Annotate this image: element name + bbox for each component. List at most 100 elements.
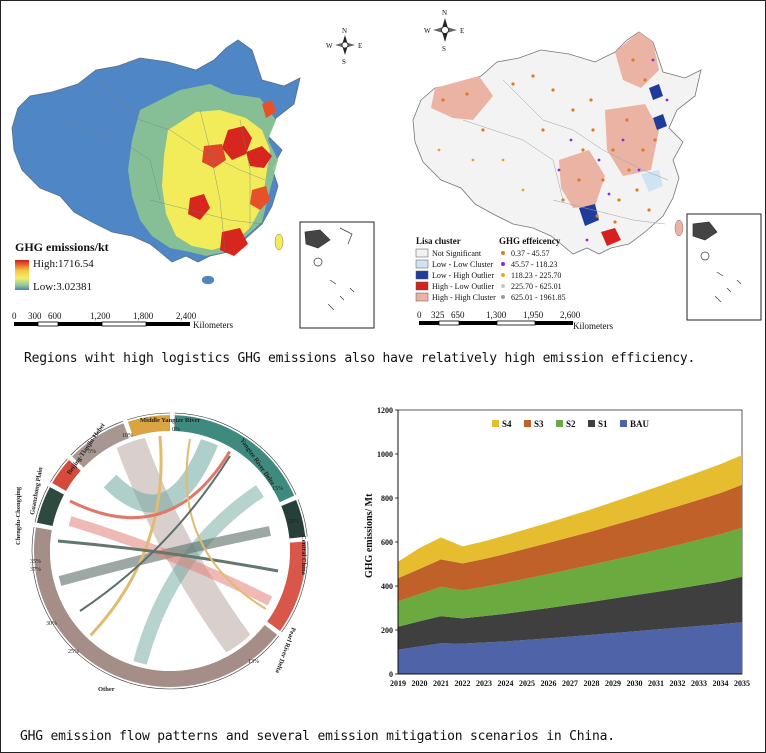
efficiency-label: 225.70 - 625.01	[511, 282, 562, 291]
map1-scale-tick-5: 2,400	[176, 311, 197, 321]
map2-scale-tick-5: 2,600	[560, 310, 581, 320]
x-tick-label: 2020	[412, 679, 428, 688]
efficiency-label: 0.37 - 45.57	[511, 249, 550, 258]
chord-label-other: Other	[98, 686, 115, 693]
chord-ribbon	[115, 435, 253, 655]
map1-hotspot-guangdong	[220, 228, 248, 256]
chord-arc-region	[34, 527, 278, 687]
chord-diagram: Middle Yangtze River Yangtze River Delta…	[15, 412, 309, 693]
map2-high-high-ne	[615, 32, 659, 88]
map2-low-high-3	[649, 84, 663, 100]
map2-compass-w: W	[424, 27, 431, 35]
y-tick-label: 600	[381, 538, 393, 547]
map2-taiwan	[674, 219, 684, 237]
map1-compass-e: E	[358, 42, 362, 50]
chord-label-pearl-delta: Pearl River Delta	[273, 626, 296, 674]
legend-label-s3: S3	[534, 419, 544, 429]
map1-scale-tick-0: 0	[12, 311, 17, 321]
legend-swatch-s2	[556, 420, 563, 427]
chord-ribbon	[79, 455, 231, 612]
map2-high-high-west	[431, 76, 493, 120]
map2-scale-tick-3: 1,300	[486, 310, 507, 320]
x-tick-label: 2026	[541, 679, 557, 688]
chord-inner-ring	[50, 431, 290, 671]
map2-high-low-outlier	[601, 228, 621, 246]
efficiency-label: 45.57 - 118.23	[511, 260, 557, 269]
x-tick-label: 2027	[562, 679, 578, 688]
y-axis-label: GHG emissions/ Mt	[364, 493, 375, 578]
x-tick-label: 2031	[648, 679, 664, 688]
map1-hotspot-central	[202, 144, 226, 168]
y-axis: 0 200 400 600 800 1000 1200	[377, 406, 399, 679]
chord-arc-region	[72, 423, 130, 468]
map1-scale-tick-3: 1,200	[90, 311, 111, 321]
y-tick-label: 1200	[377, 406, 393, 415]
lisa-swatch	[415, 281, 429, 291]
map2-compass-e: E	[460, 27, 464, 35]
lisa-label: High - Low Outlier	[432, 282, 494, 291]
lisa-label: Low - High Outlier	[432, 271, 494, 280]
map2-high-high-south	[559, 150, 605, 208]
x-tick-label: 2024	[498, 679, 514, 688]
map2-scale-unit: Kilometers	[573, 321, 613, 331]
chord-tick: 13%	[248, 659, 259, 665]
map2-inset-islands	[692, 221, 742, 303]
map1-legend-low: Low:3.02381	[33, 281, 92, 293]
map1-scale-unit: Kilometers	[193, 320, 233, 330]
lisa-swatch	[415, 270, 429, 280]
y-tick-label: 200	[381, 626, 393, 635]
x-tick-label: 2028	[584, 679, 600, 688]
map1-legend-gradient	[15, 260, 29, 290]
map1-hotspot-shandong	[246, 146, 272, 168]
chord-region-arcs	[31, 412, 309, 690]
x-tick-label: 2033	[691, 679, 707, 688]
map1-north-arrow-icon	[335, 35, 355, 55]
chord-arc-region	[127, 415, 171, 437]
area-series-s3	[398, 484, 742, 602]
map1-hotspot-north	[222, 126, 252, 160]
chord-tick: 25%	[68, 649, 79, 655]
map2-lisa-title: Lisa cluster	[416, 236, 461, 246]
x-tick-label: 2030	[627, 679, 643, 688]
map1-compass-n: N	[342, 27, 347, 35]
map2-scale-tick-4: 1,950	[523, 310, 544, 320]
map2-low-high-2	[653, 114, 667, 130]
chord-arc-scale	[50, 458, 68, 483]
efficiency-dot	[501, 251, 505, 255]
map1-hotspot-ne	[262, 100, 276, 118]
area-series-s1	[398, 576, 742, 650]
lisa-label: Not Significant	[432, 249, 482, 258]
efficiency-dot	[501, 262, 505, 266]
map2-scale-tick-0: 0	[417, 310, 422, 320]
x-tick-label: 2025	[519, 679, 535, 688]
chord-ribbon	[68, 516, 273, 606]
caption-maps: Regions wiht high logistics GHG emission…	[24, 351, 696, 366]
map1-scale-tick-1: 300	[28, 311, 42, 321]
chord-ribbon	[57, 539, 279, 573]
area-legend: S4 S3 S2 S1 BAU	[492, 419, 650, 429]
legend-swatch-bau	[620, 420, 627, 427]
lisa-label: Low - Low Cluster	[432, 260, 493, 269]
area-series-s4	[398, 455, 742, 579]
chord-ribbon	[103, 437, 219, 513]
map2-eff-title: GHG effeicency	[499, 236, 561, 246]
x-tick-label: 2022	[455, 679, 471, 688]
map2-compass-n: N	[442, 9, 447, 17]
area-series-s2	[398, 527, 742, 627]
legend-swatch-s3	[524, 420, 531, 427]
x-tick-label: 2029	[605, 679, 621, 688]
map1-legend-title: GHG emissions/kt	[15, 240, 109, 254]
legend-label-s1: S1	[598, 419, 608, 429]
chord-tick: 5%	[88, 449, 96, 455]
chord-ribbon	[133, 485, 264, 665]
map2-north-arrow-icon	[433, 18, 457, 42]
map1-compass-s: S	[342, 58, 346, 66]
legend-label-s2: S2	[566, 419, 576, 429]
map1-scale-tick-2: 600	[48, 311, 62, 321]
chord-arc-scale	[297, 499, 308, 537]
map2-low-high-1	[579, 204, 599, 226]
y-tick-label: 1000	[377, 450, 393, 459]
efficiency-dot	[501, 273, 505, 277]
efficiency-dot	[501, 295, 505, 299]
map2-efficiency-points	[437, 58, 669, 242]
